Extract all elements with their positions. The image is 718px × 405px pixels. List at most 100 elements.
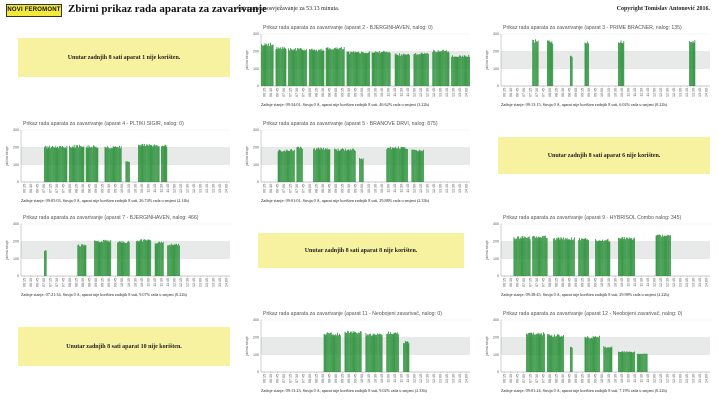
chart-x-tick-label: 08:45 xyxy=(328,374,332,383)
chart-x-tick-label: 07:30 xyxy=(535,278,539,287)
chart-bar xyxy=(597,337,598,372)
chart-x-tick-label: 07:45 xyxy=(61,278,65,287)
chart-bar xyxy=(543,236,544,276)
chart-bar xyxy=(540,334,542,372)
chart-bar xyxy=(173,244,175,276)
chart-bar xyxy=(551,334,553,372)
chart-x-tick-label: 08:30 xyxy=(561,278,565,287)
chart-bar xyxy=(375,334,377,372)
chart-x-tick-label: 11:30 xyxy=(639,278,643,287)
chart-x-tick-label: 09:15 xyxy=(341,374,345,383)
chart-bar xyxy=(547,40,549,86)
chart-bar xyxy=(352,148,353,182)
chart-x-tick-label: 06:30 xyxy=(269,184,273,193)
chart-bar xyxy=(606,347,607,372)
chart-bar xyxy=(369,333,370,372)
chart-bar xyxy=(584,42,586,86)
chart-x-tick-label: 14:00 xyxy=(225,184,229,193)
chart-bar xyxy=(587,239,589,276)
chart-bar xyxy=(645,353,647,372)
chart-bar xyxy=(92,145,94,182)
chart-bar xyxy=(528,236,530,276)
chart-bar xyxy=(464,55,466,86)
chart-status-footer: Zadnje stanje: 09:13:23, Struja 0 A, apa… xyxy=(261,388,428,394)
chart-bar xyxy=(110,148,111,182)
chart-bar xyxy=(601,240,603,276)
chart-x-tick-label: 12:00 xyxy=(412,374,416,383)
chart-y-tick-label: 0 xyxy=(497,84,499,88)
chart-bar xyxy=(618,43,620,86)
chart-bar xyxy=(385,52,387,86)
chart-bar xyxy=(623,239,625,276)
chart-x-tick-label: 11:30 xyxy=(399,88,403,97)
chart-bar xyxy=(289,48,291,86)
chart-bar xyxy=(56,146,58,182)
chart-bar xyxy=(101,240,103,276)
chart-bar xyxy=(301,49,303,86)
chart-bar xyxy=(331,335,333,372)
chart-x-tick-label: 12:30 xyxy=(186,184,190,193)
chart-bar xyxy=(106,240,108,276)
chart-bar xyxy=(437,50,439,86)
chart-bar xyxy=(338,49,340,86)
chart-bar xyxy=(149,145,151,182)
chart-bar xyxy=(538,236,540,276)
chart-bar xyxy=(57,146,59,182)
chart-x-tick-label: 10:15 xyxy=(607,88,611,97)
chart-bar xyxy=(399,148,401,182)
chart-bar xyxy=(535,237,536,276)
auto-refresh-text: Automatsko osvježavanje za 53.13 minuta. xyxy=(236,6,340,12)
chart-bar xyxy=(288,48,289,86)
chart-status-footer: Zadnje stanje: 09:34:01, Struja 0 A, apa… xyxy=(261,102,430,108)
chart-x-tick-label: 14:00 xyxy=(225,278,229,287)
chart-bar xyxy=(299,148,300,182)
chart-bar xyxy=(407,341,409,372)
chart-bar xyxy=(666,235,668,276)
chart-y-tick-label: 200 xyxy=(493,50,499,54)
chart-x-tick-label: 06:30 xyxy=(509,374,513,383)
chart-bar xyxy=(380,51,382,86)
chart-bar xyxy=(353,332,355,372)
chart-bar xyxy=(44,250,46,276)
chart-bar xyxy=(102,242,103,276)
company-logo: NOVI FEROMONT xyxy=(6,4,62,17)
chart-bar xyxy=(595,239,596,276)
chart-x-tick-label: 07:15 xyxy=(288,374,292,383)
chart-bar xyxy=(387,333,389,372)
chart-bar xyxy=(532,39,534,86)
chart-x-tick-label: 09:45 xyxy=(114,184,118,193)
chart-bar xyxy=(177,245,178,276)
chart-bar xyxy=(70,147,72,182)
chart-bar xyxy=(320,48,322,86)
chart-bar xyxy=(622,237,624,276)
chart-bar xyxy=(401,147,403,182)
chart-bar xyxy=(300,146,301,182)
chart-bar xyxy=(149,239,151,276)
chart-x-tick-label: 11:15 xyxy=(633,278,637,287)
chart-bar xyxy=(405,341,407,372)
chart-x-tick-label: 09:00 xyxy=(334,88,338,97)
chart-x-tick-label: 12:15 xyxy=(419,184,423,193)
chart-bar xyxy=(325,149,327,182)
chart-x-tick-label: 07:15 xyxy=(528,374,532,383)
chart-bar xyxy=(590,338,591,372)
chart-bar xyxy=(55,147,57,182)
chart-bar xyxy=(644,353,645,372)
chart-bar xyxy=(291,49,293,86)
chart-bar xyxy=(365,333,367,372)
chart-bar xyxy=(299,47,301,86)
chart-y-tick-label: 100 xyxy=(13,257,19,261)
chart-bar xyxy=(138,241,140,276)
chart-bar xyxy=(128,161,129,182)
chart-x-tick-label: 07:45 xyxy=(541,88,545,97)
chart-bar xyxy=(600,240,602,276)
chart-bar xyxy=(390,146,391,182)
chart-bar xyxy=(353,148,354,182)
chart-bar xyxy=(330,332,332,372)
chart-x-tick-label: 13:15 xyxy=(685,374,689,383)
chart-bar xyxy=(626,351,627,372)
chart-bar xyxy=(350,331,351,372)
chart-bar xyxy=(262,45,264,86)
chart-bar xyxy=(279,149,281,182)
chart-x-tick-label: 08:15 xyxy=(315,88,319,97)
